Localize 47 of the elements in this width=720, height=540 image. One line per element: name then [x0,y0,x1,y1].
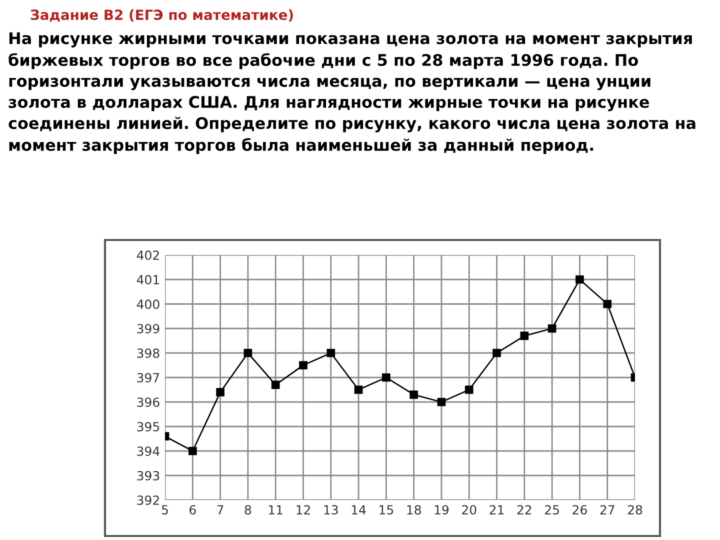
x-tick-label: 25 [545,505,559,515]
y-tick-label: 394 [137,446,160,456]
point [410,390,418,399]
x-tick-label: 28 [628,505,642,515]
y-tick-label: 395 [137,422,160,432]
point [188,446,197,456]
point [299,361,308,370]
x-tick-label: 27 [600,505,614,514]
y-tick-label: 400 [136,299,160,309]
point [492,348,501,358]
y-tick-label: 397 [137,372,160,382]
y-tick-label: 392 [137,495,159,505]
x-tick-label: 12 [296,505,310,514]
point [326,348,336,358]
y-tick-label: 393 [137,470,160,480]
y-tick-label: 399 [137,324,160,334]
chart-title: Задание B2 (ЕГЭ по математике) [30,9,293,22]
y-tick-label: 401 [136,274,159,284]
x-tick-label: 14 [352,505,366,514]
y-tick-label: 402 [136,250,159,260]
x-tick-label: 15 [380,505,394,515]
x-tick-label: 20 [462,505,476,515]
point [464,386,474,394]
x-tick-label: 21 [490,505,504,514]
x-tick-label: 11 [269,505,282,514]
point [354,386,363,394]
chart-subtitle: На рисунке жирными точками показана цена золота на момент закрытия биржевых торгов во все рабочие дни с 5 по 28 марта 1996 года. По горизонтали указываются числа месяца, по вертикали — цена унции золота в долларах США. Для наглядности жирные точки на рисунке соединены линией. Определите по рисунку, какого числа цена золота на момент закрытия торгов была наименьшей за данный период. [8,32,696,154]
point [576,275,584,284]
x-tick-label: 7 [217,505,224,514]
x-tick-label: 22 [517,505,532,514]
x-tick-label: 26 [572,505,587,515]
x-tick-label: 18 [407,505,421,515]
x-tick-label: 8 [244,505,252,515]
point [216,388,224,396]
point [382,373,390,382]
point [548,324,556,333]
y-tick-label: 398 [137,348,160,358]
y-tick-label: 396 [137,397,160,407]
point [603,300,612,308]
point [437,398,446,406]
x-tick-label: 6 [190,505,196,515]
x-tick-label: 13 [324,505,338,515]
x-tick-label: 19 [434,505,449,515]
point [520,332,529,340]
point [244,348,252,358]
x-tick-label: 5 [162,505,168,515]
point [271,380,280,390]
